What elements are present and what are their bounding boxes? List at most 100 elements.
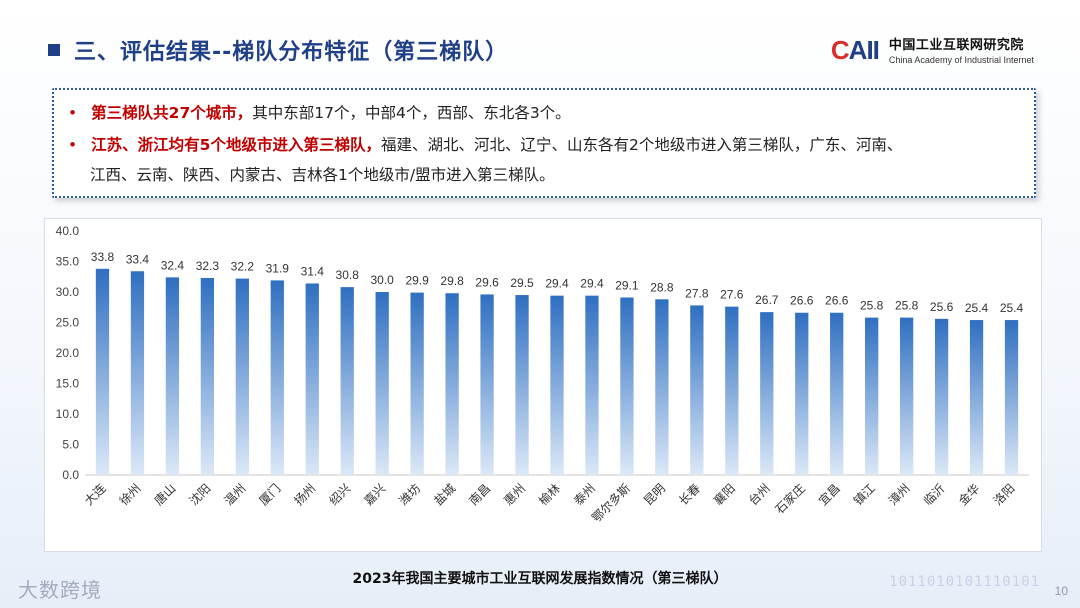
x-tick-label: 沈阳 bbox=[186, 481, 214, 509]
y-tick-label: 30.0 bbox=[56, 285, 80, 299]
page-number: 10 bbox=[1054, 584, 1068, 598]
bar bbox=[585, 295, 599, 475]
bar bbox=[410, 292, 424, 475]
bar bbox=[865, 317, 879, 475]
title-square-icon bbox=[48, 44, 60, 56]
bar bbox=[305, 283, 319, 475]
x-tick-label: 金华 bbox=[955, 481, 983, 509]
data-label: 29.8 bbox=[440, 274, 464, 288]
data-label: 26.7 bbox=[755, 293, 779, 307]
bar bbox=[375, 292, 389, 475]
x-tick-label: 徐州 bbox=[116, 481, 144, 509]
data-label: 29.5 bbox=[510, 276, 534, 290]
x-tick-label: 榆林 bbox=[536, 481, 564, 509]
data-label: 26.6 bbox=[790, 294, 814, 308]
bar bbox=[655, 299, 669, 475]
bar-chart: 0.0 5.0 10.0 15.0 20.0 25.0 30.0 35.0 40.0 33.8 大连… bbox=[56, 224, 1029, 526]
data-label: 30.0 bbox=[371, 273, 395, 287]
data-label: 29.4 bbox=[545, 277, 569, 291]
data-label: 32.2 bbox=[231, 260, 255, 274]
logo-text: 中国工业互联网研究院 China Academy of Industrial I… bbox=[889, 34, 1034, 65]
x-tick-label: 襄阳 bbox=[710, 481, 738, 509]
bullet-1-highlight: 第三梯队共27个城市， bbox=[91, 104, 253, 122]
bar bbox=[934, 318, 949, 475]
data-label: 31.4 bbox=[301, 264, 325, 278]
data-label: 32.3 bbox=[196, 259, 220, 273]
data-label: 25.8 bbox=[895, 299, 919, 313]
bullet-dot-icon: • bbox=[68, 136, 78, 154]
x-tick-label: 石家庄 bbox=[772, 481, 808, 517]
logo-mark-rest: AII bbox=[848, 34, 880, 65]
data-label: 29.1 bbox=[615, 278, 639, 292]
x-tick-label: 泰州 bbox=[571, 481, 598, 508]
x-tick-label: 扬州 bbox=[291, 481, 319, 509]
bullet-dot-icon: • bbox=[68, 104, 78, 122]
x-tick-label: 温州 bbox=[222, 481, 249, 508]
chart-title: 2023年我国主要城市工业互联网发展指数情况（第三梯队） bbox=[352, 571, 728, 587]
bar bbox=[235, 278, 249, 475]
data-label: 27.8 bbox=[685, 286, 709, 300]
bar bbox=[515, 295, 529, 475]
bar bbox=[340, 287, 354, 475]
caii-logo-mark: CAII bbox=[830, 34, 880, 65]
watermark: 大数跨境 bbox=[18, 578, 102, 602]
x-tick-label: 台州 bbox=[745, 481, 773, 509]
bar bbox=[969, 320, 984, 475]
logo: CAII 中国工业互联网研究院 China Academy of Industr… bbox=[830, 34, 1034, 66]
y-tick-label: 25.0 bbox=[56, 316, 80, 330]
bullet-2-text-cont: 江西、云南、陕西、内蒙古、吉林各1个地级市/盟市进入第三梯队。 bbox=[90, 166, 555, 184]
bar bbox=[725, 306, 739, 475]
bullet-1-text: 其中东部17个，中部4个，西部、东北各3个。 bbox=[252, 104, 571, 122]
x-tick-label: 盐城 bbox=[431, 481, 458, 508]
x-tick-label: 潍坊 bbox=[396, 481, 424, 509]
data-label: 29.9 bbox=[405, 274, 429, 288]
y-tick-label: 0.0 bbox=[62, 468, 79, 482]
summary-box: • 第三梯队共27个城市，其中东部17个，中部4个，西部、东北各3个。 • 江苏、浙… bbox=[52, 88, 1036, 198]
bar bbox=[480, 294, 494, 475]
y-tick-label: 5.0 bbox=[62, 438, 79, 452]
bar bbox=[550, 295, 564, 475]
x-tick-label: 大连 bbox=[81, 481, 109, 509]
data-label: 29.4 bbox=[580, 277, 604, 291]
bar bbox=[130, 271, 145, 475]
bar bbox=[899, 317, 914, 475]
x-tick-label: 南昌 bbox=[466, 481, 494, 509]
x-tick-label: 临沂 bbox=[921, 481, 948, 508]
data-label: 30.8 bbox=[336, 268, 360, 282]
y-tick-label: 20.0 bbox=[56, 346, 80, 360]
data-label: 28.8 bbox=[650, 280, 674, 294]
bar bbox=[760, 312, 774, 475]
title-bar: 三、评估结果--梯队分布特征（第三梯队） bbox=[48, 34, 508, 66]
x-tick-label: 长春 bbox=[676, 481, 703, 508]
data-label: 32.4 bbox=[161, 258, 185, 272]
data-label: 25.4 bbox=[1000, 301, 1024, 315]
logo-en: China Academy of Industrial Internet bbox=[888, 55, 1034, 65]
x-tick-label: 绍兴 bbox=[326, 481, 353, 508]
x-tick-label: 镇江 bbox=[851, 481, 878, 508]
bullet-2: • 江苏、浙江均有5个地级市进入第三梯队，福建、湖北、河北、辽宁、山东各有2个地级… bbox=[68, 130, 1018, 190]
bar bbox=[95, 268, 110, 475]
data-label: 31.9 bbox=[266, 261, 290, 275]
bar bbox=[620, 297, 634, 475]
x-tick-label: 厦门 bbox=[256, 481, 284, 509]
bar bbox=[690, 305, 704, 475]
bar bbox=[795, 312, 809, 475]
data-label: 33.4 bbox=[126, 252, 150, 266]
bullet-2-highlight: 江苏、浙江均有5个地级市进入第三梯队， bbox=[91, 136, 381, 154]
chart-panel: 0.0 5.0 10.0 15.0 20.0 25.0 30.0 35.0 40.0 33.8 大连… bbox=[44, 218, 1042, 552]
y-tick-label: 40.0 bbox=[56, 224, 80, 238]
data-label: 27.6 bbox=[720, 288, 744, 302]
x-tick-label: 昆明 bbox=[641, 481, 668, 508]
data-label: 25.8 bbox=[860, 299, 884, 313]
bar bbox=[1004, 320, 1019, 475]
bullet-2-text: 福建、湖北、河北、辽宁、山东各有2个地级市进入第三梯队，广东、河南、 bbox=[380, 136, 903, 154]
y-tick-label: 15.0 bbox=[56, 377, 80, 391]
bar bbox=[165, 277, 180, 475]
bar bbox=[270, 280, 284, 475]
data-label: 25.6 bbox=[930, 300, 954, 314]
x-tick-label: 鄂尔多斯 bbox=[588, 481, 633, 526]
x-tick-label: 漳州 bbox=[885, 481, 913, 509]
x-tick-label: 唐山 bbox=[151, 481, 179, 509]
bullet-1: • 第三梯队共27个城市，其中东部17个，中部4个，西部、东北各3个。 bbox=[68, 98, 571, 128]
x-tick-label: 惠州 bbox=[501, 481, 528, 508]
